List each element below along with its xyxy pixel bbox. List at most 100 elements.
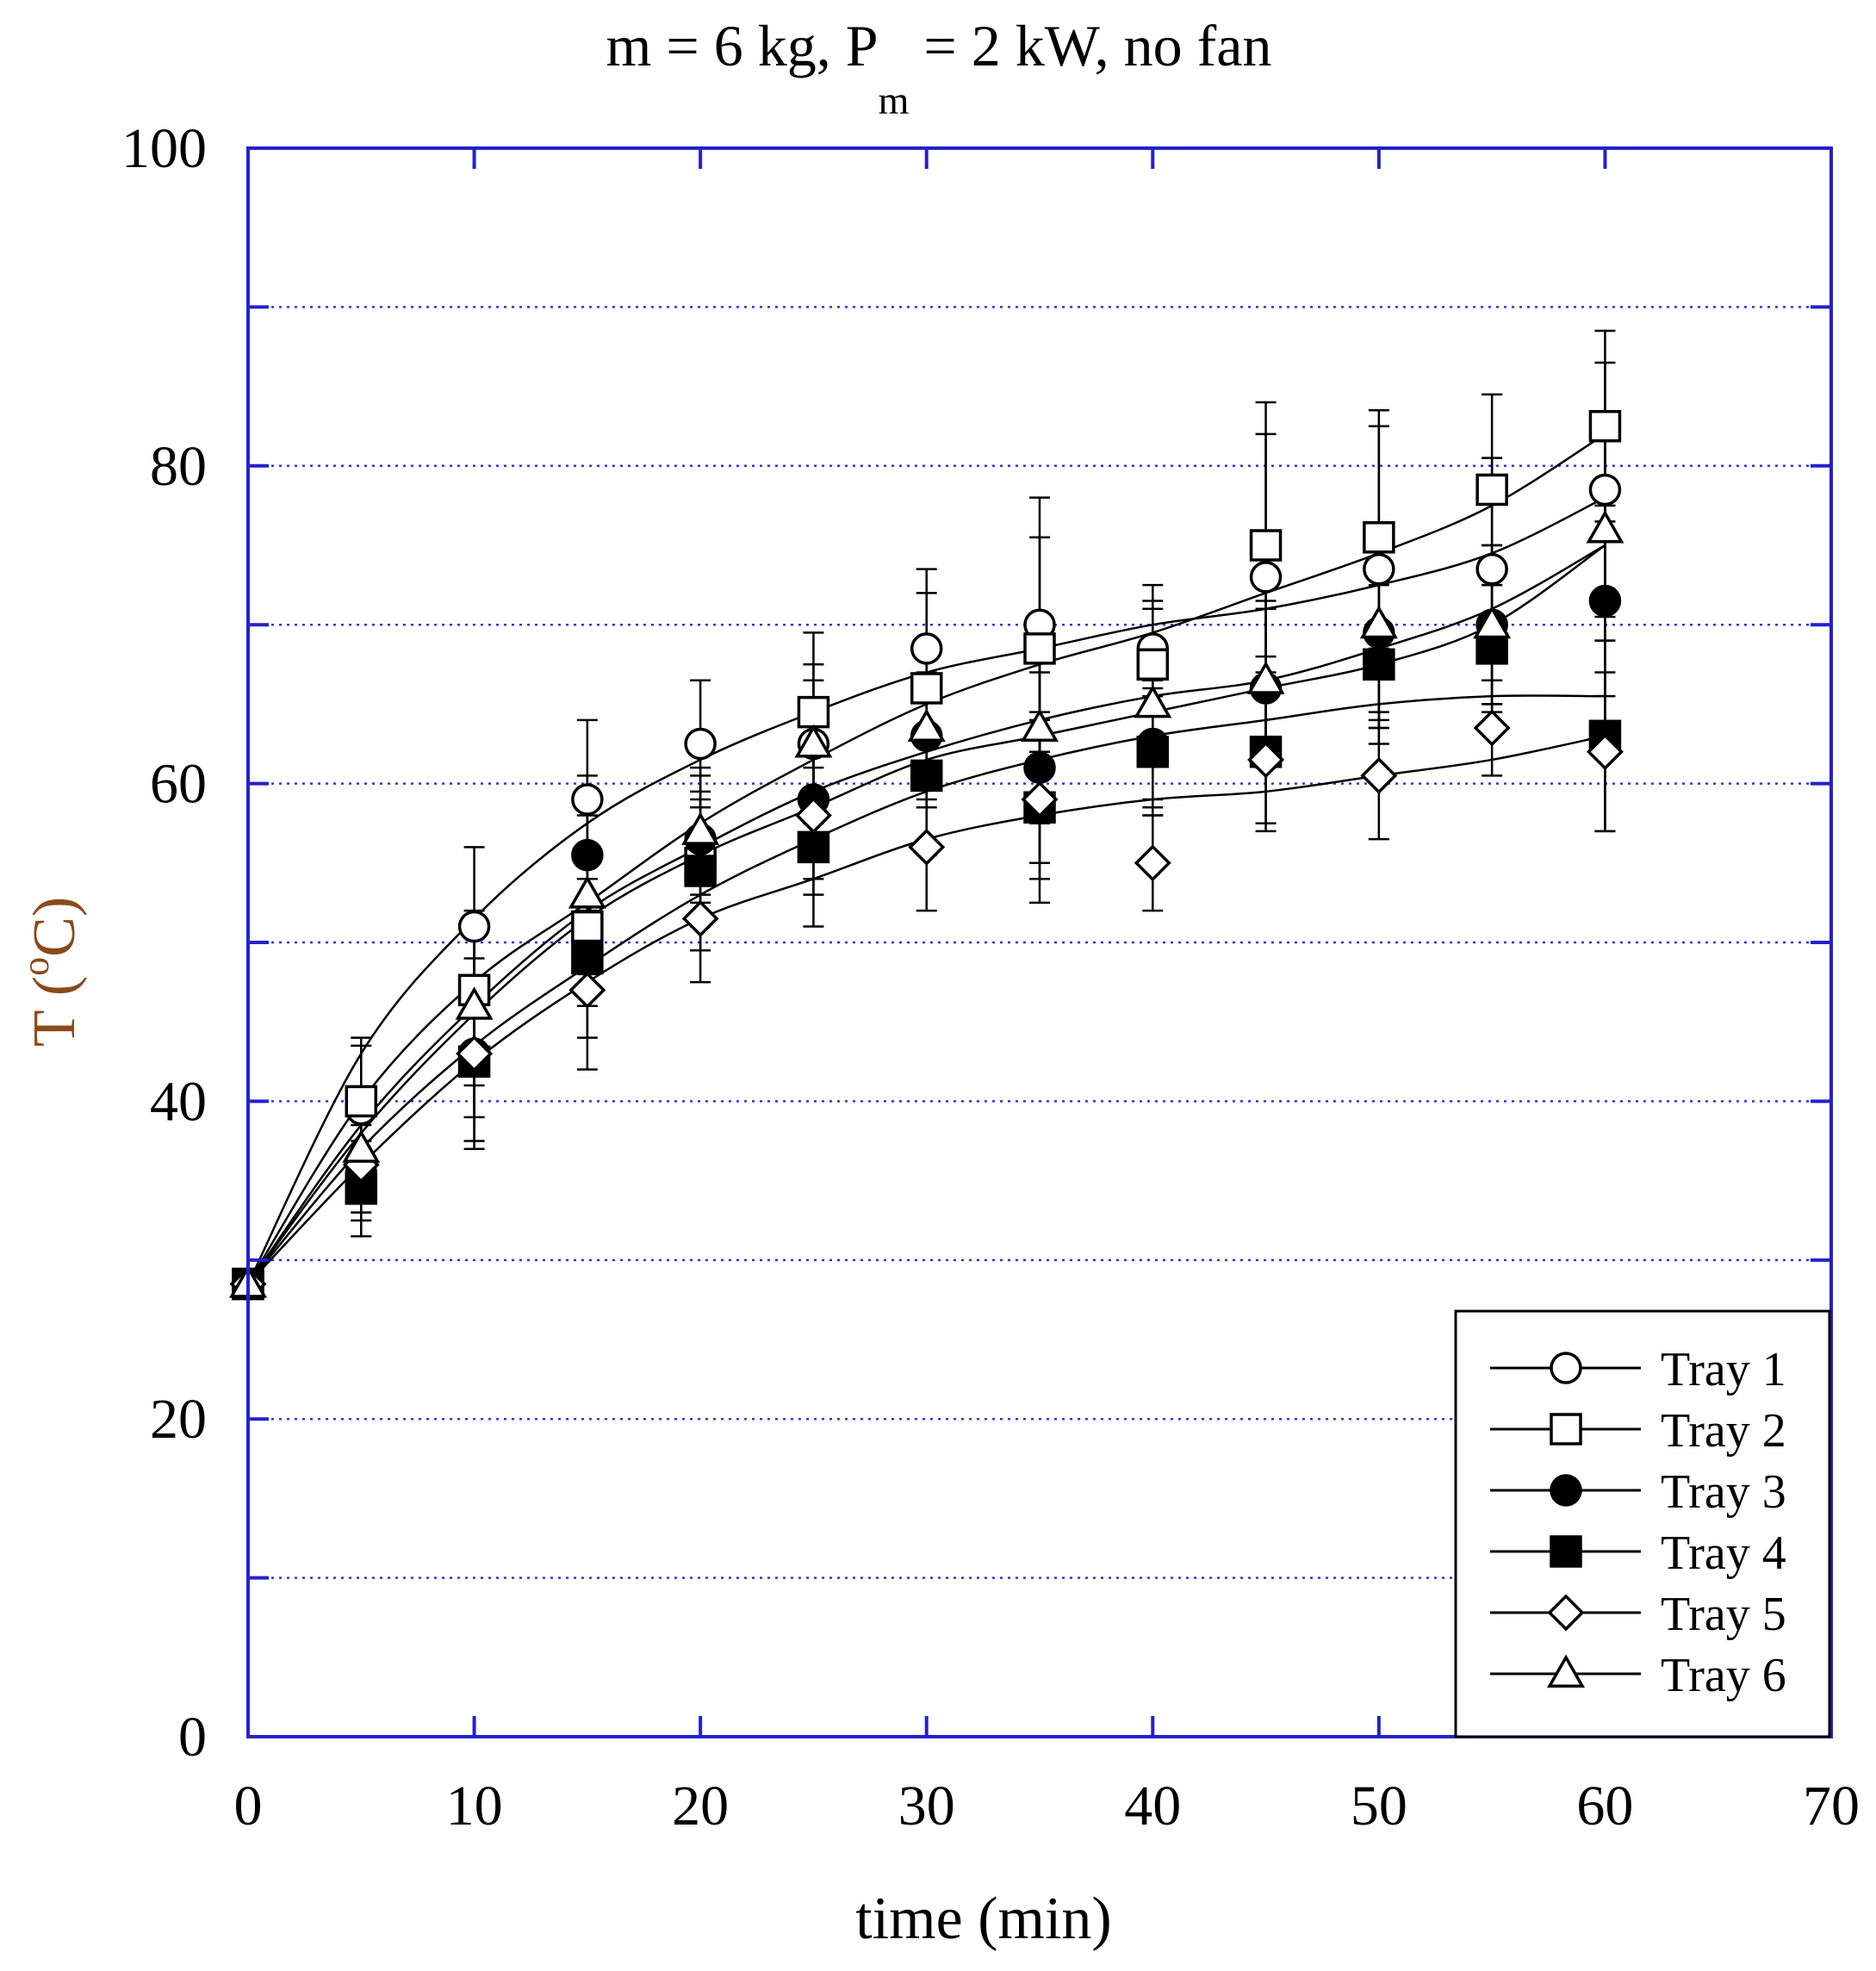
data-point-tray-5-t45 <box>1247 741 1285 779</box>
legend-item-tray-5: Tray 5 <box>1490 1588 1786 1641</box>
chart-title-prefix: m = 6 kg, P <box>606 13 879 78</box>
data-point-tray-3-t15 <box>571 838 604 872</box>
data-point-tray-1-t15 <box>571 783 604 816</box>
legend-marker <box>1550 1352 1582 1384</box>
data-point-tray-4-t40 <box>1136 735 1170 768</box>
legend-label: Tray 6 <box>1661 1649 1786 1702</box>
y-axis-label-prefix: T ( <box>22 976 88 1047</box>
y-axis-label-suffix: C) <box>22 897 88 957</box>
data-point-tray-5-t15 <box>568 971 606 1009</box>
x-tick-label-0: 0 <box>234 1775 263 1837</box>
y-tick-label-40: 40 <box>150 1070 207 1133</box>
y-tick-label-20: 20 <box>150 1388 207 1451</box>
legend-label: Tray 5 <box>1661 1588 1786 1641</box>
chart-title-subscript: m <box>879 78 910 122</box>
data-point-tray-2-t45 <box>1249 529 1283 562</box>
data-point-tray-4-t55 <box>1475 632 1508 665</box>
data-point-tray-3-t60 <box>1588 584 1622 618</box>
data-point-tray-6-t45 <box>1246 661 1285 694</box>
legend-marker <box>1546 1654 1586 1688</box>
data-point-tray-4-t25 <box>797 830 830 864</box>
data-point-tray-2-t25 <box>797 695 830 729</box>
chart-title-suffix: = 2 kW, no fan <box>909 13 1271 78</box>
data-point-tray-2-t40 <box>1136 648 1170 681</box>
data-point-tray-2-t55 <box>1475 473 1508 507</box>
data-point-tray-5-t30 <box>908 828 946 866</box>
legend-items: Tray 1 Tray 2 Tray 3 Tray 4 Tray 5 Tray 6 <box>1490 1343 1786 1702</box>
data-point-tray-5-t55 <box>1473 709 1511 747</box>
data-point-tray-2-t60 <box>1588 409 1622 443</box>
legend-marker <box>1550 1474 1582 1507</box>
data-point-tray-1-t60 <box>1588 473 1622 507</box>
x-tick-label-50: 50 <box>1351 1775 1407 1837</box>
data-point-tray-6-t25 <box>794 724 833 758</box>
y-tick-label-60: 60 <box>150 753 207 816</box>
data-point-tray-5-t40 <box>1134 844 1171 882</box>
data-point-tray-6-t10 <box>455 986 494 1020</box>
data-point-tray-6-t40 <box>1134 684 1172 718</box>
data-point-tray-5-t20 <box>681 899 719 937</box>
data-point-tray-5-t10 <box>456 1035 494 1073</box>
legend-marker <box>1547 1594 1585 1632</box>
legend-marker <box>1550 1535 1582 1568</box>
data-point-tray-5-t60 <box>1586 733 1624 771</box>
legend-item-tray-1: Tray 1 <box>1490 1343 1786 1396</box>
data-point-tray-3-t35 <box>1023 751 1056 784</box>
legend-marker <box>1550 1413 1582 1446</box>
data-point-tray-6-t35 <box>1020 708 1059 743</box>
data-point-tray-6-t50 <box>1359 605 1398 639</box>
data-point-tray-5-t25 <box>794 797 832 834</box>
data-point-tray-4-t30 <box>910 759 943 793</box>
data-point-tray-1-t50 <box>1363 552 1395 586</box>
data-point-tray-1-t55 <box>1475 552 1508 586</box>
data-point-tray-6-t5 <box>342 1129 381 1163</box>
x-tick-label-20: 20 <box>672 1775 729 1837</box>
y-tick-label-100: 100 <box>121 117 207 180</box>
data-point-tray-2-t15 <box>571 910 604 943</box>
data-point-tray-6-t55 <box>1473 605 1512 639</box>
legend: Tray 1 Tray 2 Tray 3 Tray 4 Tray 5 Tray 6 <box>1454 1309 1831 1738</box>
legend-item-tray-4: Tray 4 <box>1490 1526 1786 1580</box>
y-axis-label: T (oC) <box>15 897 88 1047</box>
data-point-tray-1-t30 <box>910 632 943 665</box>
legend-label: Tray 2 <box>1661 1404 1786 1458</box>
data-point-tray-2-t30 <box>910 672 943 705</box>
x-tick-label-30: 30 <box>898 1775 955 1837</box>
data-point-tray-6-t15 <box>568 875 606 909</box>
legend-box <box>1454 1309 1831 1738</box>
legend-label: Tray 1 <box>1661 1343 1786 1396</box>
x-tick-label-60: 60 <box>1576 1775 1633 1837</box>
data-point-tray-6-t60 <box>1586 510 1624 544</box>
y-tick-label-80: 80 <box>150 435 207 498</box>
data-point-tray-4-t15 <box>571 942 604 975</box>
data-point-tray-6-t30 <box>907 708 946 743</box>
error-bars <box>351 329 1616 1238</box>
tick-labels: 0 10 20 30 40 50 60 70 0 20 40 60 80 100 <box>121 117 1860 1837</box>
legend-label: Tray 4 <box>1661 1526 1786 1580</box>
data-point-tray-4-t50 <box>1363 648 1395 681</box>
legend-label: Tray 3 <box>1661 1465 1786 1519</box>
data-point-tray-1-t10 <box>457 910 491 943</box>
data-point-tray-5-t35 <box>1021 780 1059 818</box>
data-point-tray-2-t5 <box>345 1085 378 1118</box>
y-axis-label-superscript: o <box>15 957 57 976</box>
data-point-tray-4-t20 <box>684 855 717 887</box>
data-point-tray-2-t35 <box>1023 632 1056 665</box>
data-markers <box>228 409 1624 1303</box>
legend-item-tray-2: Tray 2 <box>1490 1404 1786 1458</box>
data-point-tray-1-t45 <box>1249 561 1283 594</box>
chart-title: m = 6 kg, Pm = 2 kW, no fan <box>606 13 1272 122</box>
x-tick-label-40: 40 <box>1124 1775 1181 1837</box>
y-tick-label-0: 0 <box>178 1706 207 1769</box>
data-point-tray-2-t50 <box>1363 521 1395 554</box>
x-tick-label-70: 70 <box>1803 1775 1860 1837</box>
legend-item-tray-6: Tray 6 <box>1490 1649 1786 1702</box>
legend-item-tray-3: Tray 3 <box>1490 1465 1786 1519</box>
data-point-tray-5-t50 <box>1360 756 1398 794</box>
x-tick-label-10: 10 <box>446 1775 503 1837</box>
x-axis-label: time (min) <box>855 1886 1111 1952</box>
data-point-tray-6-t20 <box>681 811 720 845</box>
data-point-tray-1-t20 <box>684 727 717 761</box>
fit-curve-tray-4 <box>247 694 1606 1285</box>
